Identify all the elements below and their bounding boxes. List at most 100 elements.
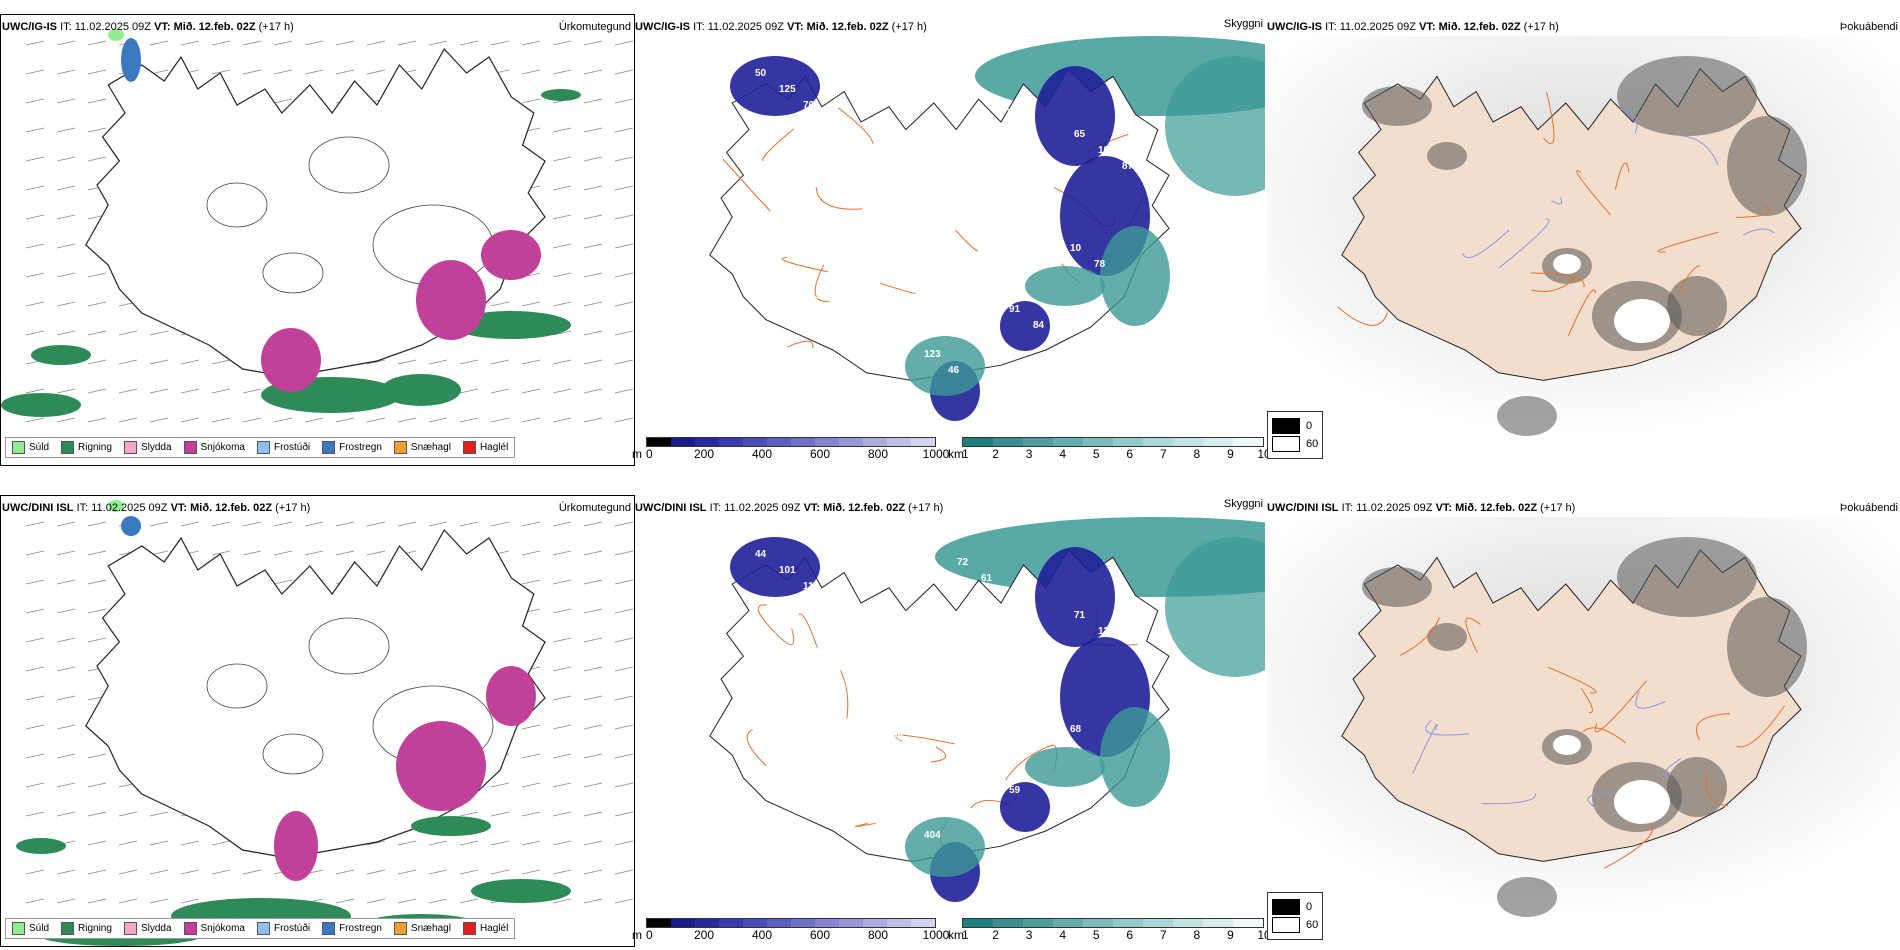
colorbar-tick: 0 xyxy=(646,447,653,461)
wind-barb xyxy=(584,551,602,555)
wind-barb xyxy=(26,99,44,103)
wind-barb xyxy=(181,899,199,903)
precip-legend-bottom: Súld Rigning Slydda Snjókoma Frostúði Frostre… xyxy=(5,918,515,939)
precip-panel-bottom: Súld Rigning Slydda Snjókoma Frostúði Frostre… xyxy=(0,495,635,947)
cloud-base-value: 123 xyxy=(924,349,941,360)
wind-barb xyxy=(584,99,602,103)
cloud-base-value: 44 xyxy=(755,549,767,560)
wind-barb xyxy=(57,70,75,74)
cloud-base-value: 125 xyxy=(779,84,796,95)
colorbar-bin xyxy=(963,438,993,446)
colorbar-unit: m xyxy=(632,447,642,461)
wind-barb xyxy=(491,783,509,787)
wind-barb xyxy=(553,696,571,700)
wind-barb xyxy=(243,389,261,393)
wind-barb xyxy=(460,418,478,422)
wind-barb xyxy=(57,725,75,729)
colorbar-tick: 400 xyxy=(752,928,772,942)
wind-barb xyxy=(398,360,416,364)
legend-swatch xyxy=(12,922,25,935)
wind-barb xyxy=(584,725,602,729)
fog-legend-label: 0 xyxy=(1306,420,1312,432)
cloud-base-value: 106 xyxy=(896,618,913,629)
wind-barb xyxy=(150,522,168,526)
fog-legend-swatch xyxy=(1272,899,1300,915)
lead-time: (+17 h) xyxy=(1524,21,1559,33)
legend-label: Haglél xyxy=(480,923,508,934)
colorbar-bin xyxy=(839,438,863,446)
fog-area xyxy=(1497,396,1557,436)
legend-label: Frostregn xyxy=(339,923,382,934)
wind-barb xyxy=(243,418,261,422)
colorbar-tick: 2 xyxy=(992,447,999,461)
wind-barb xyxy=(615,696,633,700)
wind-barb xyxy=(57,99,75,103)
wind-barb xyxy=(150,812,168,816)
wind-barb xyxy=(522,360,540,364)
wind-barb xyxy=(522,783,540,787)
cloud-base-value: 87 xyxy=(1122,161,1134,172)
wind-barb xyxy=(57,638,75,642)
road xyxy=(787,341,813,348)
wind-barb xyxy=(243,41,261,45)
cloud-base-area xyxy=(1000,782,1050,832)
legend-item: Frostregn xyxy=(322,922,382,935)
cloud-base-value: 59 xyxy=(989,174,1001,185)
fog-area xyxy=(1617,56,1757,136)
legend-item: Frostúði xyxy=(257,922,310,935)
wind-barb xyxy=(429,522,447,526)
colorbar-tick: 400 xyxy=(752,447,772,461)
fog-map-bottom xyxy=(1267,517,1900,917)
wind-barb xyxy=(57,609,75,613)
wind-barb xyxy=(305,551,323,555)
colorbar-bin xyxy=(791,919,815,927)
cloud-base-value: 11 xyxy=(892,251,903,262)
wind-barb xyxy=(584,522,602,526)
wind-barb xyxy=(615,754,633,758)
wind-barb xyxy=(305,41,323,45)
colorbar-bin xyxy=(1203,438,1233,446)
wind-barb xyxy=(212,360,230,364)
it-label: IT: xyxy=(1325,21,1337,33)
wind-barb xyxy=(584,754,602,758)
colorbar-tick: 2 xyxy=(992,928,999,942)
colorbar-strip xyxy=(646,918,936,928)
wind-barb xyxy=(150,389,168,393)
fog-area xyxy=(1727,597,1807,697)
wind-barb xyxy=(553,522,571,526)
wind-barb xyxy=(491,870,509,874)
wind-barb xyxy=(274,418,292,422)
wind-barb xyxy=(150,418,168,422)
fog-legend-swatch xyxy=(1272,917,1300,933)
cloud-panel-label-bottom: Skyggni xyxy=(1224,497,1263,511)
colorbar-bin xyxy=(1053,919,1083,927)
legend-swatch xyxy=(463,441,476,454)
it-value: 11.02.2025 09Z xyxy=(1340,21,1416,33)
wind-barb xyxy=(491,418,509,422)
wind-barb xyxy=(367,899,385,903)
wind-barb xyxy=(553,609,571,613)
wind-barb xyxy=(88,638,106,642)
wind-barb xyxy=(212,522,230,526)
rain-area xyxy=(381,374,461,406)
wind-barb xyxy=(26,215,44,219)
colorbar-strip xyxy=(646,437,936,447)
legend-label: Súld xyxy=(29,442,49,453)
wind-barb xyxy=(584,580,602,584)
wind-barb xyxy=(491,360,509,364)
colorbar-tick: 200 xyxy=(694,928,714,942)
colorbar-bin xyxy=(647,919,671,927)
cloud-title-top: UWC/IG-IS IT: 11.02.2025 09Z VT: Mið. 12… xyxy=(635,20,927,34)
legend-label: Slydda xyxy=(141,923,172,934)
wind-barb xyxy=(553,244,571,248)
legend-swatch xyxy=(61,922,74,935)
wind-barb xyxy=(88,128,106,132)
cloud-base-value: 86 xyxy=(916,267,928,278)
fog-clear-area xyxy=(1614,780,1670,824)
colorbar-bin xyxy=(815,919,839,927)
colorbar-tick: 4 xyxy=(1059,928,1066,942)
wind-barb xyxy=(212,41,230,45)
wind-barb xyxy=(615,812,633,816)
visibility-area xyxy=(1100,226,1170,326)
cloud-base-value: 28 xyxy=(892,732,904,743)
